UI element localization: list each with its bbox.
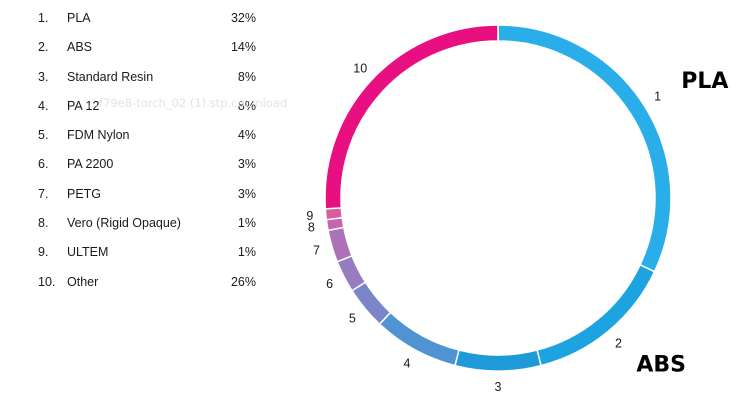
legend-row-6: 6. PA 2200 3%	[38, 149, 268, 178]
legend-rank: 7.	[38, 186, 49, 201]
legend-row-2: 2. ABS 14%	[38, 32, 268, 61]
donut-slice-9	[324, 207, 344, 221]
legend-rank: 5.	[38, 128, 49, 143]
legend-row-8: 8. Vero (Rigid Opaque) 1%	[38, 208, 268, 237]
legend-row-5: 5. FDM Nylon 4%	[38, 120, 268, 149]
slice-label-1: 1	[654, 90, 661, 104]
slice-label-5: 5	[349, 311, 356, 325]
slice-label-7: 7	[313, 244, 320, 258]
legend-rank: 6.	[38, 157, 49, 172]
legend-rank: 9.	[38, 245, 49, 260]
legend-list: 1. PLA 32% 2. ABS 14% 3. Standard Resin 8% 4. P…	[38, 3, 268, 296]
legend-row-1: 1. PLA 32%	[38, 3, 268, 32]
slice-label-8: 8	[308, 221, 315, 235]
slice-labels: 1 2 3 4 5 6 7 89 10	[306, 62, 661, 394]
legend-label: Standard Resin	[67, 69, 154, 84]
donut-slice-2	[536, 263, 656, 367]
donut-slice-6	[336, 254, 367, 292]
donut-slice-1	[497, 24, 672, 273]
legend-percent: 1%	[237, 216, 256, 231]
legend-rank: 3.	[38, 69, 49, 84]
donut-slice-7	[327, 226, 353, 263]
legend-percent: 8%	[237, 98, 256, 113]
legend-label: PETG	[67, 186, 102, 201]
legend-percent: 3%	[237, 186, 256, 201]
slice-label-10: 10	[353, 62, 367, 76]
legend-label: PA 2200	[67, 157, 114, 172]
callout-labels: PLA ABS	[634, 67, 730, 379]
legend-percent: 3%	[237, 157, 256, 172]
donut-slice-4	[378, 311, 460, 367]
donut-slice-10	[324, 24, 499, 210]
legend-percent: 26%	[230, 274, 256, 289]
download-watermark: ...f79e8-torch_02 (1).stp.co...nload	[88, 96, 288, 110]
donut-slices	[324, 24, 672, 372]
callout-abs: ABS	[636, 353, 686, 378]
legend-row-4: 4. PA 12 8%	[38, 91, 268, 120]
legend-percent: 32%	[230, 11, 256, 25]
slice-label-2: 2	[615, 337, 622, 351]
legend-label: Vero (Rigid Opaque)	[67, 216, 181, 231]
legend-row-10: 10. Other 26%	[38, 267, 268, 296]
legend-rank: 1.	[38, 11, 49, 25]
callout-pla: PLA	[681, 69, 728, 94]
legend-label: Other	[67, 274, 99, 289]
donut-slice-5	[350, 281, 392, 326]
legend-rank: 10.	[38, 274, 56, 289]
slice-label-9: 9	[306, 209, 313, 223]
legend-label: ULTEM	[67, 245, 109, 260]
legend-percent: 14%	[230, 40, 256, 55]
legend-row-9: 9. ULTEM 1%	[38, 237, 268, 266]
legend-row-7: 7. PETG 3%	[38, 179, 268, 208]
legend-row-3: 3. Standard Resin 8%	[38, 62, 268, 91]
legend-label: PLA	[67, 11, 91, 25]
legend-label: PA 12	[67, 98, 100, 113]
slice-label-6: 6	[326, 277, 333, 291]
legend-percent: 8%	[237, 69, 256, 84]
slice-label-4: 4	[403, 357, 410, 371]
legend-label: ABS	[67, 40, 93, 55]
donut-slice-3	[454, 349, 542, 372]
legend-percent: 4%	[237, 128, 256, 143]
slice-label-3: 3	[495, 380, 502, 394]
legend-percent: 1%	[237, 245, 256, 260]
legend-rank: 4.	[38, 98, 49, 113]
legend-label: FDM Nylon	[67, 128, 130, 143]
legend-rank: 2.	[38, 40, 49, 55]
legend-rank: 8.	[38, 216, 49, 231]
